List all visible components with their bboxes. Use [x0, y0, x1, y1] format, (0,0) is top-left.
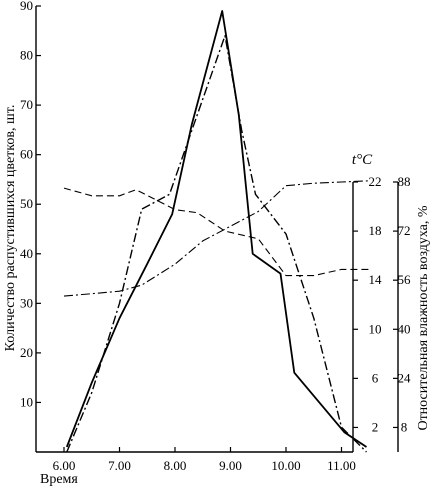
left-tick-label: 10	[20, 394, 33, 409]
series-layer	[63, 10, 370, 453]
temp-axis-ticks: 2 6 10 14 18 22	[353, 174, 382, 434]
x-tick-label: 8.00	[164, 458, 187, 473]
axes	[35, 6, 399, 453]
left-tick-label: 60	[20, 147, 33, 162]
temp-tick-label: 10	[369, 321, 382, 336]
left-axis-label: Количество распустившихся цветков, шт.	[3, 105, 18, 352]
temp-tick-label: 14	[369, 272, 383, 287]
x-tick-label: 6.00	[53, 458, 76, 473]
x-tick-label: 7.00	[108, 458, 131, 473]
temp-tick-label: 6	[372, 370, 379, 385]
temp-tick-label: 2	[372, 419, 379, 434]
series-line-4-humidity	[63, 187, 370, 277]
temp-tick-label: 22	[369, 174, 382, 189]
series-line-2-left	[66, 35, 367, 453]
left-axis-ticks: 10 20 30 40 50 60 70 80 90	[20, 0, 41, 409]
humidity-tick-label: 8	[401, 419, 408, 434]
left-tick-label: 90	[20, 0, 33, 13]
x-axis-label: Время	[40, 472, 78, 487]
temp-tick-label: 18	[369, 223, 382, 238]
x-tick-label: 10.00	[271, 458, 300, 473]
left-tick-label: 30	[20, 295, 33, 310]
x-axis-ticks: 6.00 7.00 8.00 9.00 10.00 11.00	[53, 447, 356, 473]
temp-axis-label: t°C	[352, 152, 373, 168]
humidity-axis-label: Относительная влажность воздуха, %	[416, 205, 431, 430]
humidity-tick-label: 56	[398, 272, 412, 287]
humidity-tick-label: 24	[398, 370, 412, 385]
left-tick-label: 80	[20, 48, 33, 63]
x-tick-label: 9.00	[219, 458, 242, 473]
left-tick-label: 20	[20, 345, 33, 360]
x-tick-label: 11.00	[327, 458, 356, 473]
humidity-tick-label: 88	[398, 174, 411, 189]
humidity-tick-label: 40	[398, 321, 411, 336]
series-line-3-temp	[63, 180, 370, 297]
humidity-tick-label: 72	[398, 223, 411, 238]
humidity-axis-ticks: 8 24 40 56 72 88	[393, 174, 411, 434]
left-tick-label: 40	[20, 246, 33, 261]
left-tick-label: 70	[20, 97, 33, 112]
left-tick-label: 50	[20, 196, 33, 211]
